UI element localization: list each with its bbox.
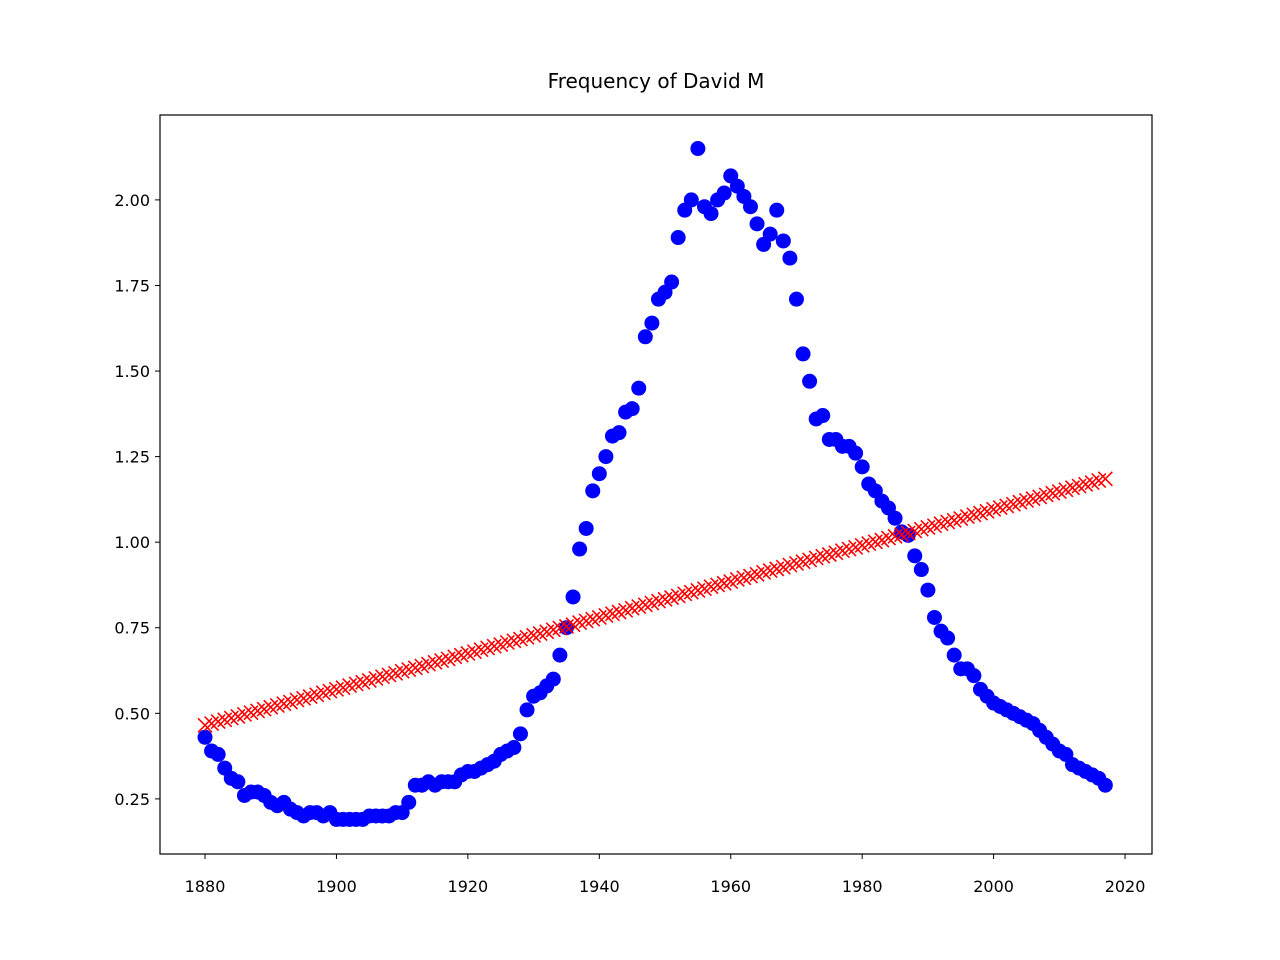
point [1097,777,1113,793]
point [572,541,588,557]
point [966,668,982,684]
plot-frame [159,114,1153,855]
point [775,233,791,249]
x-tick-label: 1960 [710,877,751,896]
point [644,315,660,331]
point [624,401,640,417]
point [552,647,568,663]
x-tick-label: 2000 [973,877,1014,896]
point [197,729,213,745]
x-tick-label: 2020 [1105,877,1146,896]
point [637,329,653,345]
point [848,445,864,461]
point [802,373,818,389]
point [598,449,614,465]
point [926,609,942,625]
point [401,794,417,810]
x-tick-label: 1940 [579,877,620,896]
point [591,466,607,482]
series [197,141,1113,827]
point [703,206,719,222]
point [940,630,956,646]
point [506,740,522,756]
chart-title: Frequency of David M [548,69,765,93]
point [210,746,226,762]
point [887,510,903,526]
point [565,589,581,605]
y-tick-label: 0.50 [114,704,150,723]
point [578,520,594,536]
point [762,226,778,242]
point [907,548,923,564]
point [670,230,686,246]
point [920,582,936,598]
y-tick-label: 0.25 [114,790,150,809]
y-tick-label: 2.00 [114,191,150,210]
series [197,471,1113,733]
point [512,726,528,742]
point [946,647,962,663]
point [742,199,758,215]
point [782,250,798,266]
point [795,346,811,362]
point [854,459,870,475]
point [690,141,706,157]
point [913,562,929,578]
y-tick-label: 1.00 [114,533,150,552]
point [585,483,601,499]
y-tick-label: 1.25 [114,448,150,467]
point [1097,471,1113,487]
point [815,408,831,424]
y-tick-label: 1.50 [114,362,150,381]
point [631,380,647,396]
point [716,185,732,201]
x-tick-label: 1880 [185,877,226,896]
y-tick-label: 0.75 [114,619,150,638]
x-tick-label: 1980 [842,877,883,896]
x-tick-label: 1900 [316,877,357,896]
point [611,425,627,441]
point [769,202,785,218]
point [683,192,699,208]
point [230,774,246,790]
point [664,274,680,290]
x-tick-label: 1920 [448,877,489,896]
point [788,291,804,307]
y-tick-label: 1.75 [114,276,150,295]
point [519,702,535,718]
point [545,671,561,687]
point [749,216,765,232]
